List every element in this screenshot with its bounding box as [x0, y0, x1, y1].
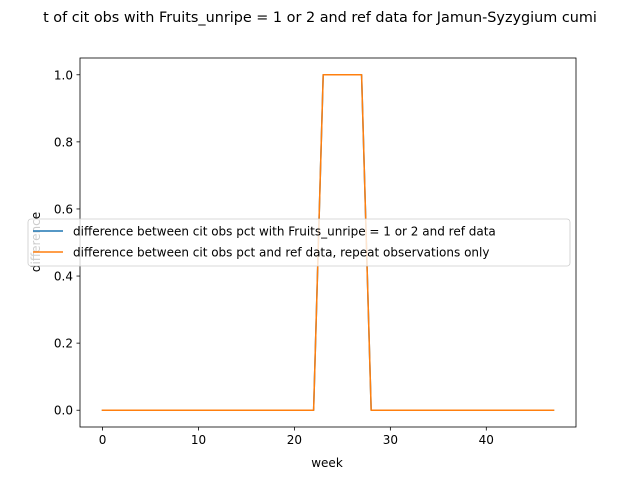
y-tick-label: 0.4 — [54, 270, 73, 284]
y-tick-label: 1.0 — [54, 68, 73, 82]
plot-series — [101, 74, 555, 411]
chart-title: t of cit obs with Fruits_unripe = 1 or 2… — [43, 10, 597, 26]
x-tick-label: 10 — [191, 433, 206, 447]
legend-box — [27, 218, 571, 267]
series-line-2 — [101, 74, 555, 411]
y-tick-label: 0.2 — [54, 337, 73, 351]
y-tick-label: 0.8 — [54, 135, 73, 149]
x-tick-label: 30 — [383, 433, 398, 447]
y-tick-label: 0.0 — [54, 404, 73, 418]
x-tick-label: 0 — [99, 433, 107, 447]
legend-label-series-2: difference between cit obs pct and ref d… — [73, 246, 489, 260]
y-tick-label: 0.6 — [54, 202, 73, 216]
x-tick-label: 20 — [287, 433, 302, 447]
x-tick-label: 40 — [479, 433, 494, 447]
legend: difference between cit obs pct with Frui… — [27, 218, 571, 267]
x-axis-ticks: 0 10 20 30 40 — [99, 427, 494, 447]
x-axis-label: week — [311, 456, 343, 470]
legend-label-series-1: difference between cit obs pct with Frui… — [73, 225, 496, 239]
y-axis-ticks: 0.0 0.2 0.4 0.6 0.8 1.0 — [54, 68, 80, 418]
